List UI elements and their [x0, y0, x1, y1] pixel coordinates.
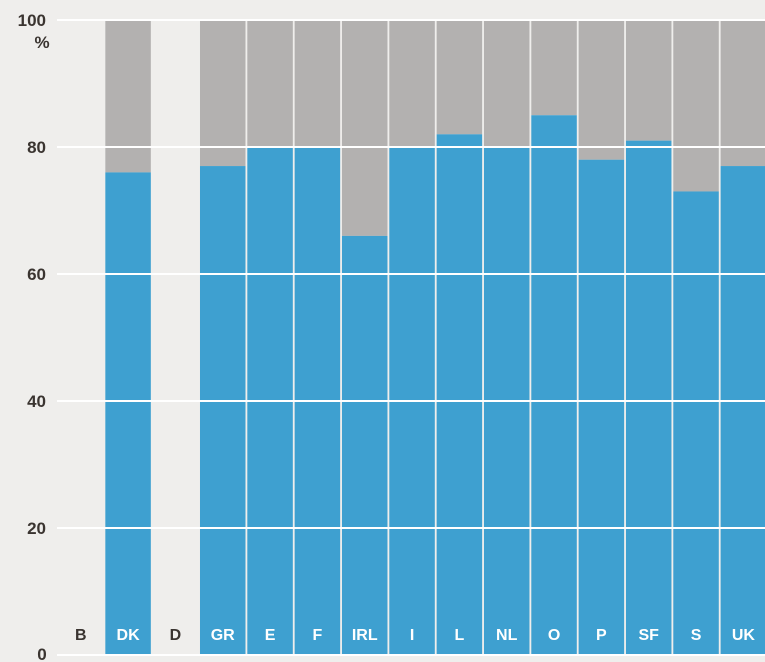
bar-remainder-gr [199, 20, 246, 167]
x-tick-label-p: P [596, 627, 607, 644]
x-tick-label-b: B [75, 627, 87, 644]
bar-remainder-sf [625, 20, 672, 141]
bars-layer [105, 20, 765, 656]
x-tick-label-irl: IRL [352, 627, 378, 644]
x-tick-label-gr: GR [211, 627, 235, 644]
y-axis-unit: % [34, 33, 49, 52]
y-tick-label-20: 20 [27, 519, 46, 538]
y-axis: 0 20 40 60 80 100 [18, 11, 47, 662]
bar-remainder-dk [105, 20, 151, 173]
x-tick-label-sf: SF [638, 627, 659, 644]
bar-gr [199, 166, 246, 656]
y-tick-label-80: 80 [27, 138, 46, 157]
x-tick-label-f: F [313, 627, 323, 644]
x-tick-label-o: O [548, 627, 560, 644]
x-tick-label-e: E [265, 627, 276, 644]
bar-remainder-o [531, 20, 577, 116]
gridlines [57, 19, 765, 656]
x-tick-label-i: I [410, 627, 414, 644]
x-tick-label-l: L [454, 627, 464, 644]
x-tick-label-dk: DK [117, 627, 141, 644]
x-tick-label-uk: UK [732, 627, 756, 644]
bar-remainder-p [578, 20, 625, 160]
bar-remainder-nl [483, 20, 530, 147]
bar-s [673, 191, 719, 655]
bar-o [531, 115, 577, 655]
bar-remainder-i [389, 20, 435, 147]
bar-remainder-uk [720, 20, 765, 167]
bar-remainder-l [436, 20, 483, 135]
x-tick-label-s: S [691, 627, 702, 644]
bar-uk [720, 166, 765, 656]
bar-dk [105, 172, 151, 655]
bar-p [578, 159, 625, 655]
x-axis-labels: B DK D GR E F IRL I L NL O P SF S UK [75, 627, 755, 644]
bar-remainder-f [294, 20, 341, 147]
bar-remainder-e [247, 20, 293, 147]
y-tick-label-100: 100 [18, 11, 46, 30]
bar-remainder-s [673, 20, 719, 192]
x-tick-label-nl: NL [496, 627, 518, 644]
y-tick-label-60: 60 [27, 265, 46, 284]
bar-remainder-irl [341, 20, 388, 236]
bar-l [436, 134, 483, 656]
bar-sf [625, 140, 672, 655]
y-tick-label-0: 0 [37, 645, 46, 662]
y-tick-label-40: 40 [27, 392, 46, 411]
x-tick-label-d: D [170, 627, 182, 644]
bar-irl [341, 235, 388, 655]
